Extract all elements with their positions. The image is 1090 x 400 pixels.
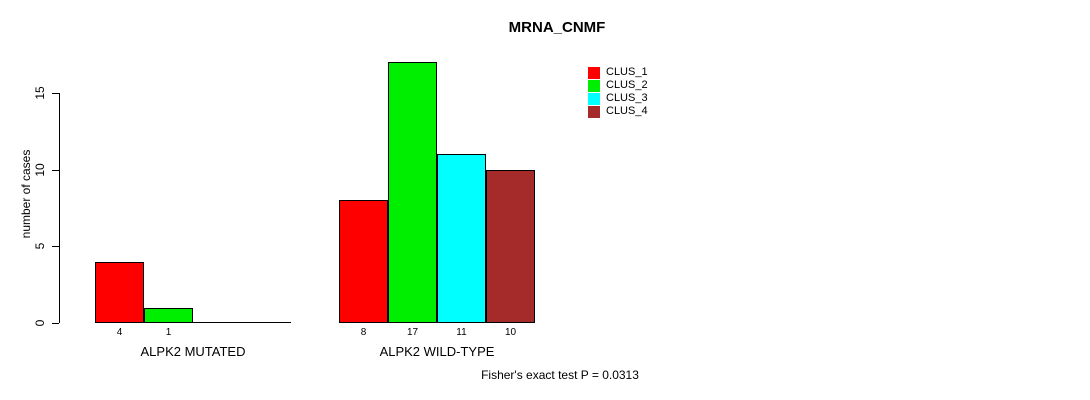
- bar: [95, 262, 144, 323]
- bar: [144, 308, 193, 323]
- y-tick-mark: [52, 170, 59, 171]
- x-category-label: ALPK2 MUTATED: [140, 344, 246, 359]
- legend-label: CLUS_4: [606, 105, 648, 117]
- legend-row: CLUS_2: [588, 79, 648, 92]
- legend-label: CLUS_3: [606, 92, 648, 104]
- y-tick-mark: [52, 246, 59, 247]
- bar-value-label: 8: [360, 327, 367, 338]
- y-tick-label: 5: [33, 242, 47, 250]
- y-tick-label: 10: [33, 163, 47, 177]
- y-tick-mark: [52, 323, 59, 324]
- x-category-label: ALPK2 WILD-TYPE: [379, 344, 495, 359]
- chart-title: MRNA_CNMF: [508, 19, 606, 36]
- bar-value-label: 1: [165, 327, 172, 338]
- legend-swatch: [588, 79, 600, 92]
- bar: [486, 170, 535, 323]
- legend-label: CLUS_1: [606, 66, 648, 78]
- y-tick-label: 0: [33, 319, 47, 327]
- annotation-text: Fisher's exact test P = 0.0313: [481, 368, 639, 382]
- legend-row: CLUS_4: [588, 105, 648, 118]
- bar-value-label: 17: [406, 327, 419, 338]
- y-axis-line: [59, 93, 60, 323]
- legend-swatch: [588, 66, 600, 79]
- legend-row: CLUS_1: [588, 66, 648, 79]
- y-tick-label: 15: [33, 86, 47, 100]
- bar: [339, 200, 388, 323]
- legend-swatch: [588, 92, 600, 105]
- legend-label: CLUS_2: [606, 79, 648, 91]
- zero-height-bar: [242, 322, 291, 323]
- legend-swatch: [588, 105, 600, 118]
- bar-value-label: 10: [504, 327, 517, 338]
- bar: [437, 154, 486, 323]
- legend: CLUS_1 CLUS_2 CLUS_3 CLUS_4: [588, 66, 648, 118]
- legend-row: CLUS_3: [588, 92, 648, 105]
- bar: [388, 62, 437, 323]
- zero-height-bar: [193, 322, 242, 323]
- bar-value-label: 4: [116, 327, 123, 338]
- y-axis-label: number of cases: [19, 149, 33, 239]
- bar-value-label: 11: [456, 327, 467, 338]
- y-tick-mark: [52, 93, 59, 94]
